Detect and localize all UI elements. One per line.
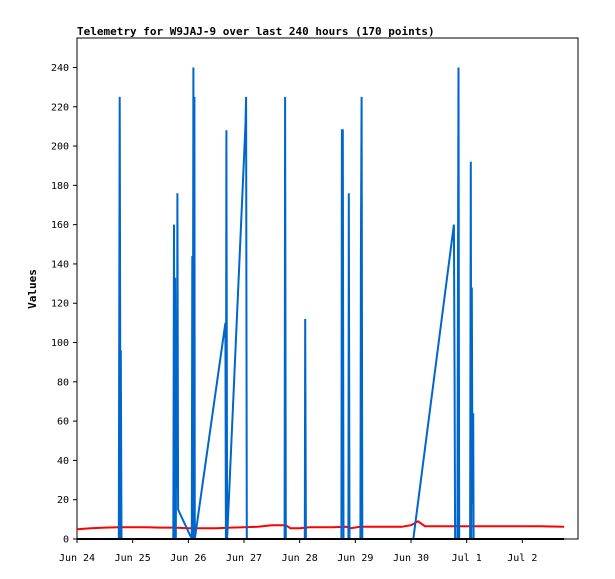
x-tick-label: Jul 2 <box>507 553 537 564</box>
x-tick-label: Jun 24 <box>59 553 95 564</box>
x-tick-label: Jun 26 <box>170 553 206 564</box>
x-tick-label: Jun 27 <box>226 553 262 564</box>
y-tick-label: 160 <box>51 220 69 231</box>
y-tick-label: 80 <box>57 377 69 388</box>
x-tick-label: Jun 28 <box>282 553 318 564</box>
y-axis: 0 20 40 60 80 100 120 140 160 180 200 220 240 <box>51 63 77 546</box>
y-axis-label: Values <box>26 269 39 309</box>
series-layer <box>76 67 565 540</box>
y-tick-label: 240 <box>51 63 69 74</box>
x-tick-label: Jun 30 <box>393 553 429 564</box>
y-tick-label: 200 <box>51 142 69 153</box>
y-tick-label: 180 <box>51 181 69 192</box>
series-line-1 <box>76 520 565 531</box>
plot-frame <box>76 37 579 540</box>
x-axis: Jun 24 Jun 25 Jun 26 Jun 27 Jun 28 Jun 29 Jun … <box>59 539 537 564</box>
series-line-2 <box>117 67 475 540</box>
y-tick-label: 220 <box>51 102 69 113</box>
y-tick-label: 40 <box>57 456 69 467</box>
y-tick-label: 100 <box>51 338 69 349</box>
x-tick-label: Jun 29 <box>337 553 373 564</box>
x-tick-label: Jul 1 <box>452 553 482 564</box>
y-tick-label: 140 <box>51 259 69 270</box>
chart-title: Telemetry for W9JAJ-9 over last 240 hour… <box>77 25 435 38</box>
x-tick-label: Jun 25 <box>115 553 151 564</box>
y-tick-label: 120 <box>51 299 69 310</box>
y-tick-label: 0 <box>63 535 69 546</box>
y-tick-label: 60 <box>57 417 69 428</box>
y-tick-label: 20 <box>57 495 69 506</box>
